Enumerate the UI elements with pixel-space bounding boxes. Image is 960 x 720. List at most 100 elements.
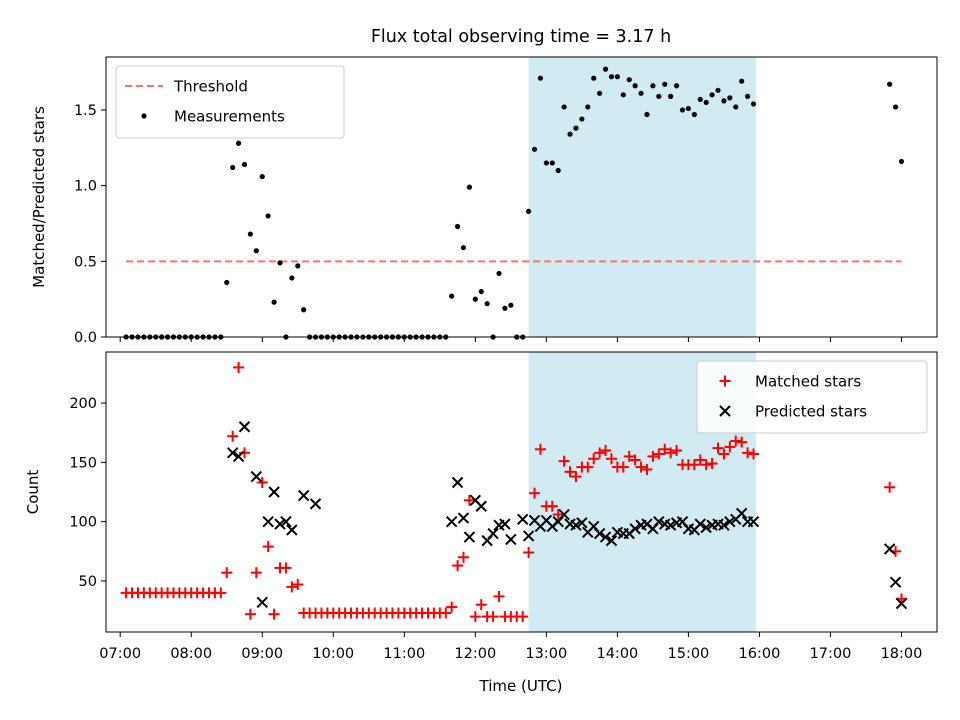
x-b — [641, 518, 653, 530]
measurement-point — [247, 231, 254, 237]
measurement-point — [614, 74, 620, 80]
measurement-point — [709, 92, 715, 98]
predicted-star-point — [629, 523, 641, 535]
measurement-point — [235, 140, 242, 146]
measurement-point — [460, 245, 467, 251]
x-b — [676, 515, 689, 528]
predicted-star-point — [297, 489, 310, 502]
matched-star-point — [286, 581, 298, 593]
predicted-star-point — [653, 515, 665, 528]
x-b — [664, 519, 677, 531]
matched-star-point — [227, 430, 239, 442]
x-b — [280, 515, 292, 528]
matched-star-point — [694, 454, 706, 466]
measurement-point — [502, 305, 508, 311]
top-y-tick-label: 1.0 — [74, 179, 97, 195]
legend-frame — [696, 360, 928, 434]
x-b — [286, 524, 298, 536]
matched-star-point — [215, 587, 227, 599]
matched-star-point — [280, 562, 292, 574]
predicted-star-point — [286, 524, 298, 536]
x-axis-label: Time (UTC) — [479, 677, 563, 695]
x-b — [718, 519, 730, 531]
predicted-star-point — [457, 512, 470, 524]
predicted-star-point — [718, 519, 730, 531]
x-b — [605, 534, 618, 547]
matched-star-point — [250, 567, 262, 579]
measurement-point — [543, 160, 549, 166]
x-tick-label: 07:00 — [99, 646, 141, 662]
legend-measurement-swatch — [141, 113, 147, 119]
x-b — [611, 526, 624, 539]
measurement-point — [650, 83, 656, 89]
matched-star-point — [463, 494, 475, 506]
predicted-star-point — [576, 517, 588, 529]
matched-star-point — [884, 481, 896, 493]
matched-star-point — [588, 453, 600, 465]
matched-star-point — [487, 611, 499, 623]
matched-star-point — [653, 448, 665, 460]
matched-star-point — [546, 500, 558, 512]
measurement-point — [295, 263, 301, 269]
measurement-point — [750, 101, 757, 107]
measurement-point — [289, 275, 295, 281]
legend-frame — [115, 65, 345, 139]
matched-star-point — [671, 444, 683, 456]
top-y-axis-label: Matched/Predicted stars — [30, 106, 48, 288]
measurement-point — [739, 78, 745, 84]
matched-star-point — [659, 443, 671, 455]
predicted-star-point — [445, 515, 458, 528]
x-b — [659, 518, 671, 530]
predicted-star-point — [256, 596, 268, 609]
x-tick-label: 15:00 — [668, 646, 710, 662]
x-b — [487, 527, 499, 540]
measurement-point — [472, 296, 478, 302]
measurement-point — [685, 105, 692, 112]
matched-star-point — [475, 599, 487, 611]
bottom-series-predicted-stars — [226, 421, 908, 610]
measurement-point — [591, 75, 597, 81]
measurement-point — [898, 158, 905, 165]
top-y-tick-label: 0.0 — [74, 330, 97, 346]
matched-star-point — [262, 541, 274, 553]
measurement-point — [602, 66, 609, 72]
x-tick-label: 16:00 — [739, 646, 781, 662]
matched-star-point — [617, 461, 629, 473]
predicted-star-point — [268, 486, 280, 498]
matched-star-point — [493, 590, 505, 602]
matched-star-point — [730, 435, 742, 447]
legend-entry-label: Measurements — [174, 108, 285, 126]
measurement-point — [656, 93, 662, 99]
matched-star-point — [688, 459, 700, 471]
x-tick-label: 14:00 — [596, 646, 638, 662]
x-tick-label: 13:00 — [525, 646, 567, 662]
top-legend: Threshold Measurements — [115, 65, 345, 139]
x-tick-label: 18:00 — [881, 646, 923, 662]
predicted-star-point — [889, 576, 902, 588]
predicted-star-point — [516, 513, 529, 525]
measurement-point — [526, 208, 532, 214]
predicted-star-point — [451, 476, 464, 489]
matched-star-point — [256, 477, 268, 489]
x-b — [451, 476, 464, 489]
predicted-star-point — [499, 518, 511, 530]
matched-star-point — [736, 436, 748, 448]
measurement-point — [508, 302, 514, 308]
x-b — [469, 494, 482, 507]
x-b — [576, 517, 588, 529]
measurement-point — [892, 104, 899, 110]
measurement-point — [454, 223, 461, 230]
bottom-y-axis-label: Count — [24, 470, 42, 515]
predicted-star-point — [250, 470, 263, 483]
predicted-star-point — [599, 531, 612, 543]
matched-star-point — [469, 611, 481, 623]
matched-star-point — [564, 466, 576, 478]
bottom-axes-frame — [105, 351, 938, 633]
measurement-point — [733, 104, 739, 110]
chart-title: Flux total observing time = 3.17 h — [371, 27, 671, 47]
predicted-star-point — [883, 543, 896, 555]
matched-star-point — [629, 454, 641, 466]
x-b — [238, 421, 251, 433]
measurement-point — [567, 131, 573, 137]
